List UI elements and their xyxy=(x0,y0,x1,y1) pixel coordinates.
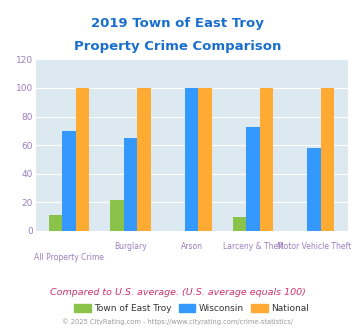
Text: All Property Crime: All Property Crime xyxy=(34,253,104,262)
Text: Property Crime Comparison: Property Crime Comparison xyxy=(74,40,281,52)
Bar xyxy=(110,200,124,231)
Bar xyxy=(307,148,321,231)
Bar xyxy=(76,88,89,231)
Bar xyxy=(246,127,260,231)
Bar xyxy=(233,217,246,231)
Text: Motor Vehicle Theft: Motor Vehicle Theft xyxy=(277,242,351,251)
Bar xyxy=(49,215,62,231)
Bar xyxy=(137,88,151,231)
Bar xyxy=(260,88,273,231)
Bar xyxy=(321,88,334,231)
Bar xyxy=(124,138,137,231)
Text: 2019 Town of East Troy: 2019 Town of East Troy xyxy=(91,16,264,29)
Text: Compared to U.S. average. (U.S. average equals 100): Compared to U.S. average. (U.S. average … xyxy=(50,287,305,297)
Bar xyxy=(62,131,76,231)
Text: Arson: Arson xyxy=(181,242,203,251)
Text: Larceny & Theft: Larceny & Theft xyxy=(223,242,283,251)
Text: Burglary: Burglary xyxy=(114,242,147,251)
Bar xyxy=(198,88,212,231)
Bar xyxy=(185,88,198,231)
Text: © 2025 CityRating.com - https://www.cityrating.com/crime-statistics/: © 2025 CityRating.com - https://www.city… xyxy=(62,318,293,325)
Legend: Town of East Troy, Wisconsin, National: Town of East Troy, Wisconsin, National xyxy=(71,301,313,317)
